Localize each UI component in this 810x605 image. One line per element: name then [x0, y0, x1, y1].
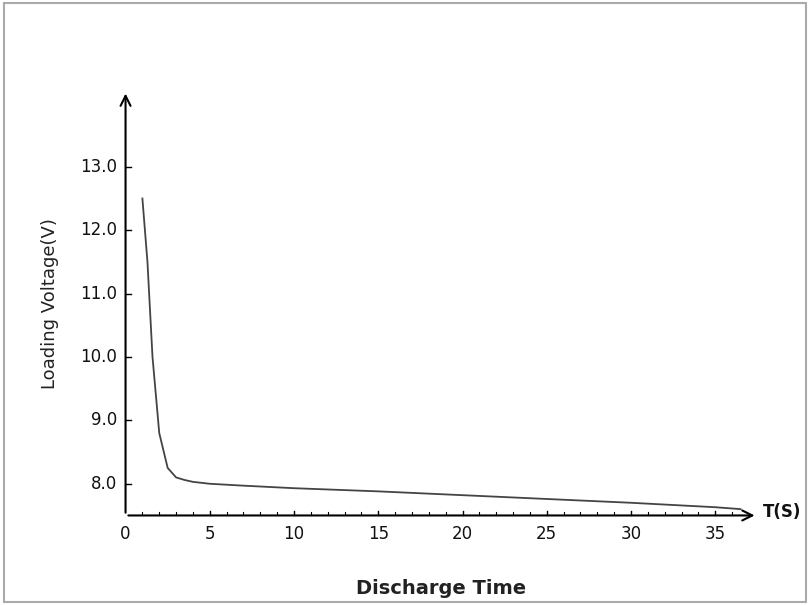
- Text: 35: 35: [705, 525, 726, 543]
- Text: 13.0: 13.0: [80, 158, 117, 176]
- Text: 25: 25: [536, 525, 557, 543]
- Text: 10.0: 10.0: [80, 348, 117, 366]
- Text: 30: 30: [620, 525, 642, 543]
- Text: 8.0: 8.0: [91, 475, 117, 492]
- Text: 20: 20: [452, 525, 473, 543]
- Text: Discharge Time: Discharge Time: [356, 579, 526, 598]
- Text: 9.0: 9.0: [91, 411, 117, 430]
- Text: T(S): T(S): [762, 503, 801, 522]
- Text: Discharge Characteristics(-18°C,0°F): Discharge Characteristics(-18°C,0°F): [117, 24, 693, 52]
- Text: 0: 0: [121, 525, 130, 543]
- Text: 11.0: 11.0: [80, 284, 117, 302]
- Text: 10: 10: [284, 525, 305, 543]
- Text: 5: 5: [205, 525, 215, 543]
- Text: 15: 15: [368, 525, 389, 543]
- Text: Loading Voltage(V): Loading Voltage(V): [40, 218, 59, 388]
- Text: 12.0: 12.0: [80, 221, 117, 239]
